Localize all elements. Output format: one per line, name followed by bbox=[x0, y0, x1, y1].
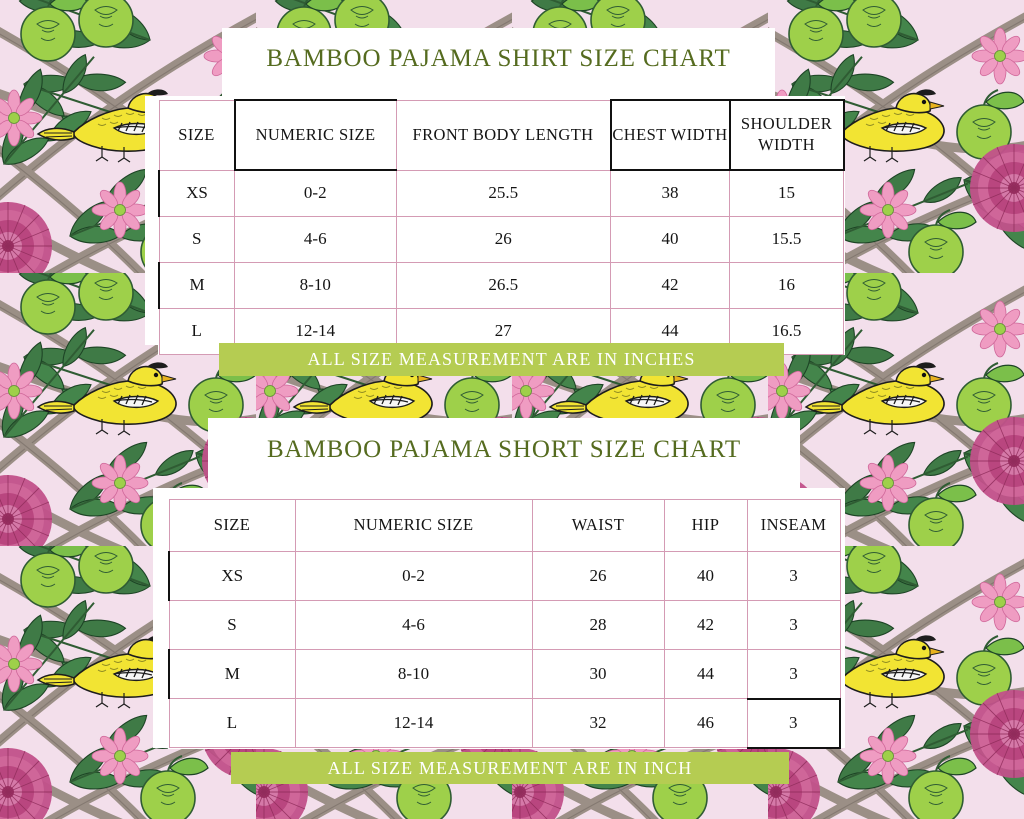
short-cell-inseam: 3 bbox=[746, 697, 841, 749]
short-cell-numeric-size: 8-10 bbox=[294, 649, 533, 699]
shirt-cell-chest-width: 40 bbox=[610, 215, 730, 263]
short-cell-waist: 26 bbox=[531, 551, 665, 601]
shirt-chart-title-card bbox=[222, 28, 775, 96]
short-cell-inseam: 3 bbox=[746, 649, 841, 699]
table-row: S 4-6 28 42 3 bbox=[168, 600, 841, 650]
short-header-size: SIZE bbox=[168, 499, 296, 552]
short-size-table: SIZE NUMERIC SIZE WAIST HIP INSEAM XS 0-… bbox=[168, 499, 841, 749]
shirt-cell-chest-width: 42 bbox=[610, 261, 730, 309]
shirt-cell-size: M bbox=[158, 261, 235, 309]
short-cell-size: L bbox=[168, 698, 296, 748]
short-cell-numeric-size: 0-2 bbox=[294, 551, 533, 601]
table-row: M 8-10 30 44 3 bbox=[168, 649, 841, 699]
short-chart-title: BAMBOO PAJAMA SHORT SIZE CHART bbox=[266, 436, 742, 463]
short-cell-hip: 40 bbox=[663, 551, 748, 601]
short-cell-hip: 46 bbox=[663, 698, 748, 748]
shirt-table-body: XS 0-2 25.5 38 15 S 4-6 26 40 15.5 M 8-1… bbox=[158, 169, 844, 355]
shirt-header-shoulder-width: SHOULDER WIDTH bbox=[728, 99, 845, 171]
short-cell-hip: 42 bbox=[663, 600, 748, 650]
short-cell-size: M bbox=[168, 649, 296, 699]
shirt-cell-front-body-length: 26 bbox=[395, 215, 611, 263]
shirt-chart-title: BAMBOO PAJAMA SHIRT SIZE CHART bbox=[266, 45, 731, 72]
shirt-measurement-unit-banner: ALL SIZE MEASUREMENT ARE IN INCHES bbox=[219, 343, 784, 376]
short-table-body: XS 0-2 26 40 3 S 4-6 28 42 3 M 8-10 30 4… bbox=[168, 551, 841, 749]
short-cell-size: S bbox=[168, 600, 296, 650]
short-cell-numeric-size: 4-6 bbox=[294, 600, 533, 650]
shirt-cell-numeric-size: 4-6 bbox=[234, 215, 397, 263]
short-cell-size: XS bbox=[168, 551, 296, 601]
table-header-row: SIZE NUMERIC SIZE FRONT BODY LENGTH CHES… bbox=[158, 99, 845, 171]
table-row: M 8-10 26.5 42 16 bbox=[158, 261, 844, 309]
shirt-cell-size: XS bbox=[158, 169, 235, 217]
short-chart-title-card bbox=[208, 418, 800, 488]
short-cell-waist: 28 bbox=[531, 600, 665, 650]
short-header-numeric-size: NUMERIC SIZE bbox=[294, 499, 533, 552]
table-header-row: SIZE NUMERIC SIZE WAIST HIP INSEAM bbox=[168, 499, 841, 552]
short-cell-hip: 44 bbox=[663, 649, 748, 699]
table-row: XS 0-2 25.5 38 15 bbox=[158, 169, 844, 217]
short-header-inseam: INSEAM bbox=[746, 499, 841, 552]
shirt-header-size: SIZE bbox=[158, 99, 235, 171]
shirt-table-header: SIZE NUMERIC SIZE FRONT BODY LENGTH CHES… bbox=[158, 99, 845, 171]
shirt-header-front-body-length: FRONT BODY LENGTH bbox=[395, 99, 611, 171]
short-header-waist: WAIST bbox=[531, 499, 665, 552]
shirt-cell-shoulder-width: 15 bbox=[729, 169, 844, 217]
short-cell-waist: 30 bbox=[531, 649, 665, 699]
shirt-cell-front-body-length: 26.5 bbox=[395, 261, 611, 309]
short-cell-waist: 32 bbox=[531, 698, 665, 748]
table-row: S 4-6 26 40 15.5 bbox=[158, 215, 844, 263]
short-table-header: SIZE NUMERIC SIZE WAIST HIP INSEAM bbox=[168, 499, 841, 552]
short-measurement-unit-banner: ALL SIZE MEASUREMENT ARE IN INCH bbox=[231, 752, 789, 784]
table-row: XS 0-2 26 40 3 bbox=[168, 551, 841, 601]
shirt-cell-front-body-length: 25.5 bbox=[395, 169, 611, 217]
shirt-cell-numeric-size: 0-2 bbox=[234, 169, 397, 217]
shirt-cell-shoulder-width: 15.5 bbox=[729, 215, 844, 263]
shirt-size-table: SIZE NUMERIC SIZE FRONT BODY LENGTH CHES… bbox=[158, 99, 845, 355]
shirt-cell-numeric-size: 8-10 bbox=[234, 261, 397, 309]
shirt-header-numeric-size: NUMERIC SIZE bbox=[233, 99, 397, 171]
short-cell-inseam: 3 bbox=[746, 551, 841, 601]
short-header-hip: HIP bbox=[663, 499, 748, 552]
shirt-cell-size: S bbox=[158, 215, 235, 263]
table-row: L 12-14 32 46 3 bbox=[168, 697, 841, 749]
short-cell-inseam: 3 bbox=[746, 600, 841, 650]
shirt-cell-chest-width: 38 bbox=[610, 169, 730, 217]
shirt-cell-shoulder-width: 16 bbox=[729, 261, 844, 309]
short-cell-numeric-size: 12-14 bbox=[294, 698, 533, 748]
shirt-header-chest-width: CHEST WIDTH bbox=[609, 99, 730, 171]
shirt-cell-size: L bbox=[158, 307, 235, 355]
